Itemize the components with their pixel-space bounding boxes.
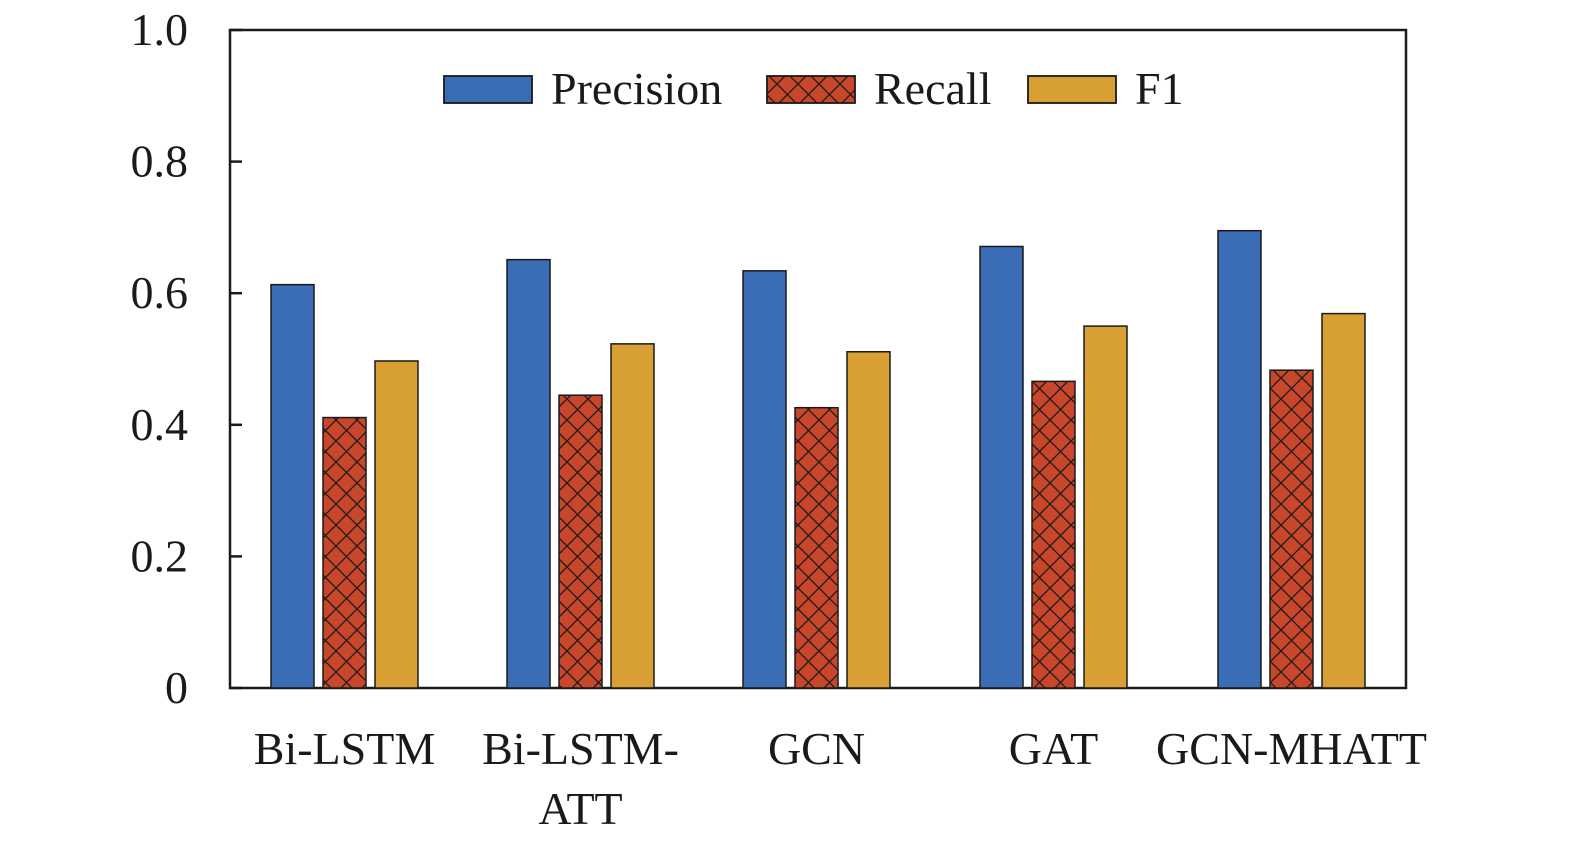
bar-f1 xyxy=(846,351,891,689)
x-tick-label: Bi-LSTM-ATT xyxy=(482,723,679,834)
bar-precision xyxy=(1217,229,1262,689)
bar-recall xyxy=(558,394,603,689)
y-tick-label: 0 xyxy=(165,662,188,713)
legend: Precision Recall F1 xyxy=(443,63,1184,114)
legend-swatch-recall xyxy=(766,75,856,104)
legend-swatch-precision xyxy=(443,75,533,104)
x-tick-label: GCN-MHATT xyxy=(1156,723,1427,774)
y-tick-label: 0.2 xyxy=(131,530,189,581)
bar-recall xyxy=(1269,369,1314,689)
bar-f1 xyxy=(1321,312,1366,689)
bar-precision xyxy=(742,270,787,689)
bar-f1 xyxy=(374,360,419,689)
bar-recall xyxy=(322,416,367,689)
bar-precision xyxy=(979,245,1024,689)
bar-recall xyxy=(1031,380,1076,689)
bar-f1 xyxy=(1083,325,1128,689)
legend-label-f1: F1 xyxy=(1135,63,1184,114)
bars-group xyxy=(270,229,1366,689)
y-axis: 0 0.2 0.4 0.6 0.8 1.0 xyxy=(131,4,242,713)
x-tick-label: Bi-LSTM xyxy=(254,723,435,774)
x-axis: Bi-LSTM Bi-LSTM-ATT GCN GAT GCN-MHATT xyxy=(254,723,1427,834)
bar-recall xyxy=(794,406,839,689)
bar-f1 xyxy=(610,343,655,689)
bar-precision xyxy=(270,283,315,689)
legend-swatch-f1 xyxy=(1027,75,1117,104)
x-tick-label: GAT xyxy=(1009,723,1098,774)
x-tick-label: GCN xyxy=(768,723,865,774)
y-tick-label: 0.8 xyxy=(131,136,189,187)
legend-label-recall: Recall xyxy=(874,63,992,114)
bar-precision xyxy=(506,258,551,689)
y-tick-label: 0.6 xyxy=(131,267,189,318)
legend-label-precision: Precision xyxy=(551,63,722,114)
y-tick-label: 0.4 xyxy=(131,399,189,450)
y-tick-label: 1.0 xyxy=(131,4,189,55)
